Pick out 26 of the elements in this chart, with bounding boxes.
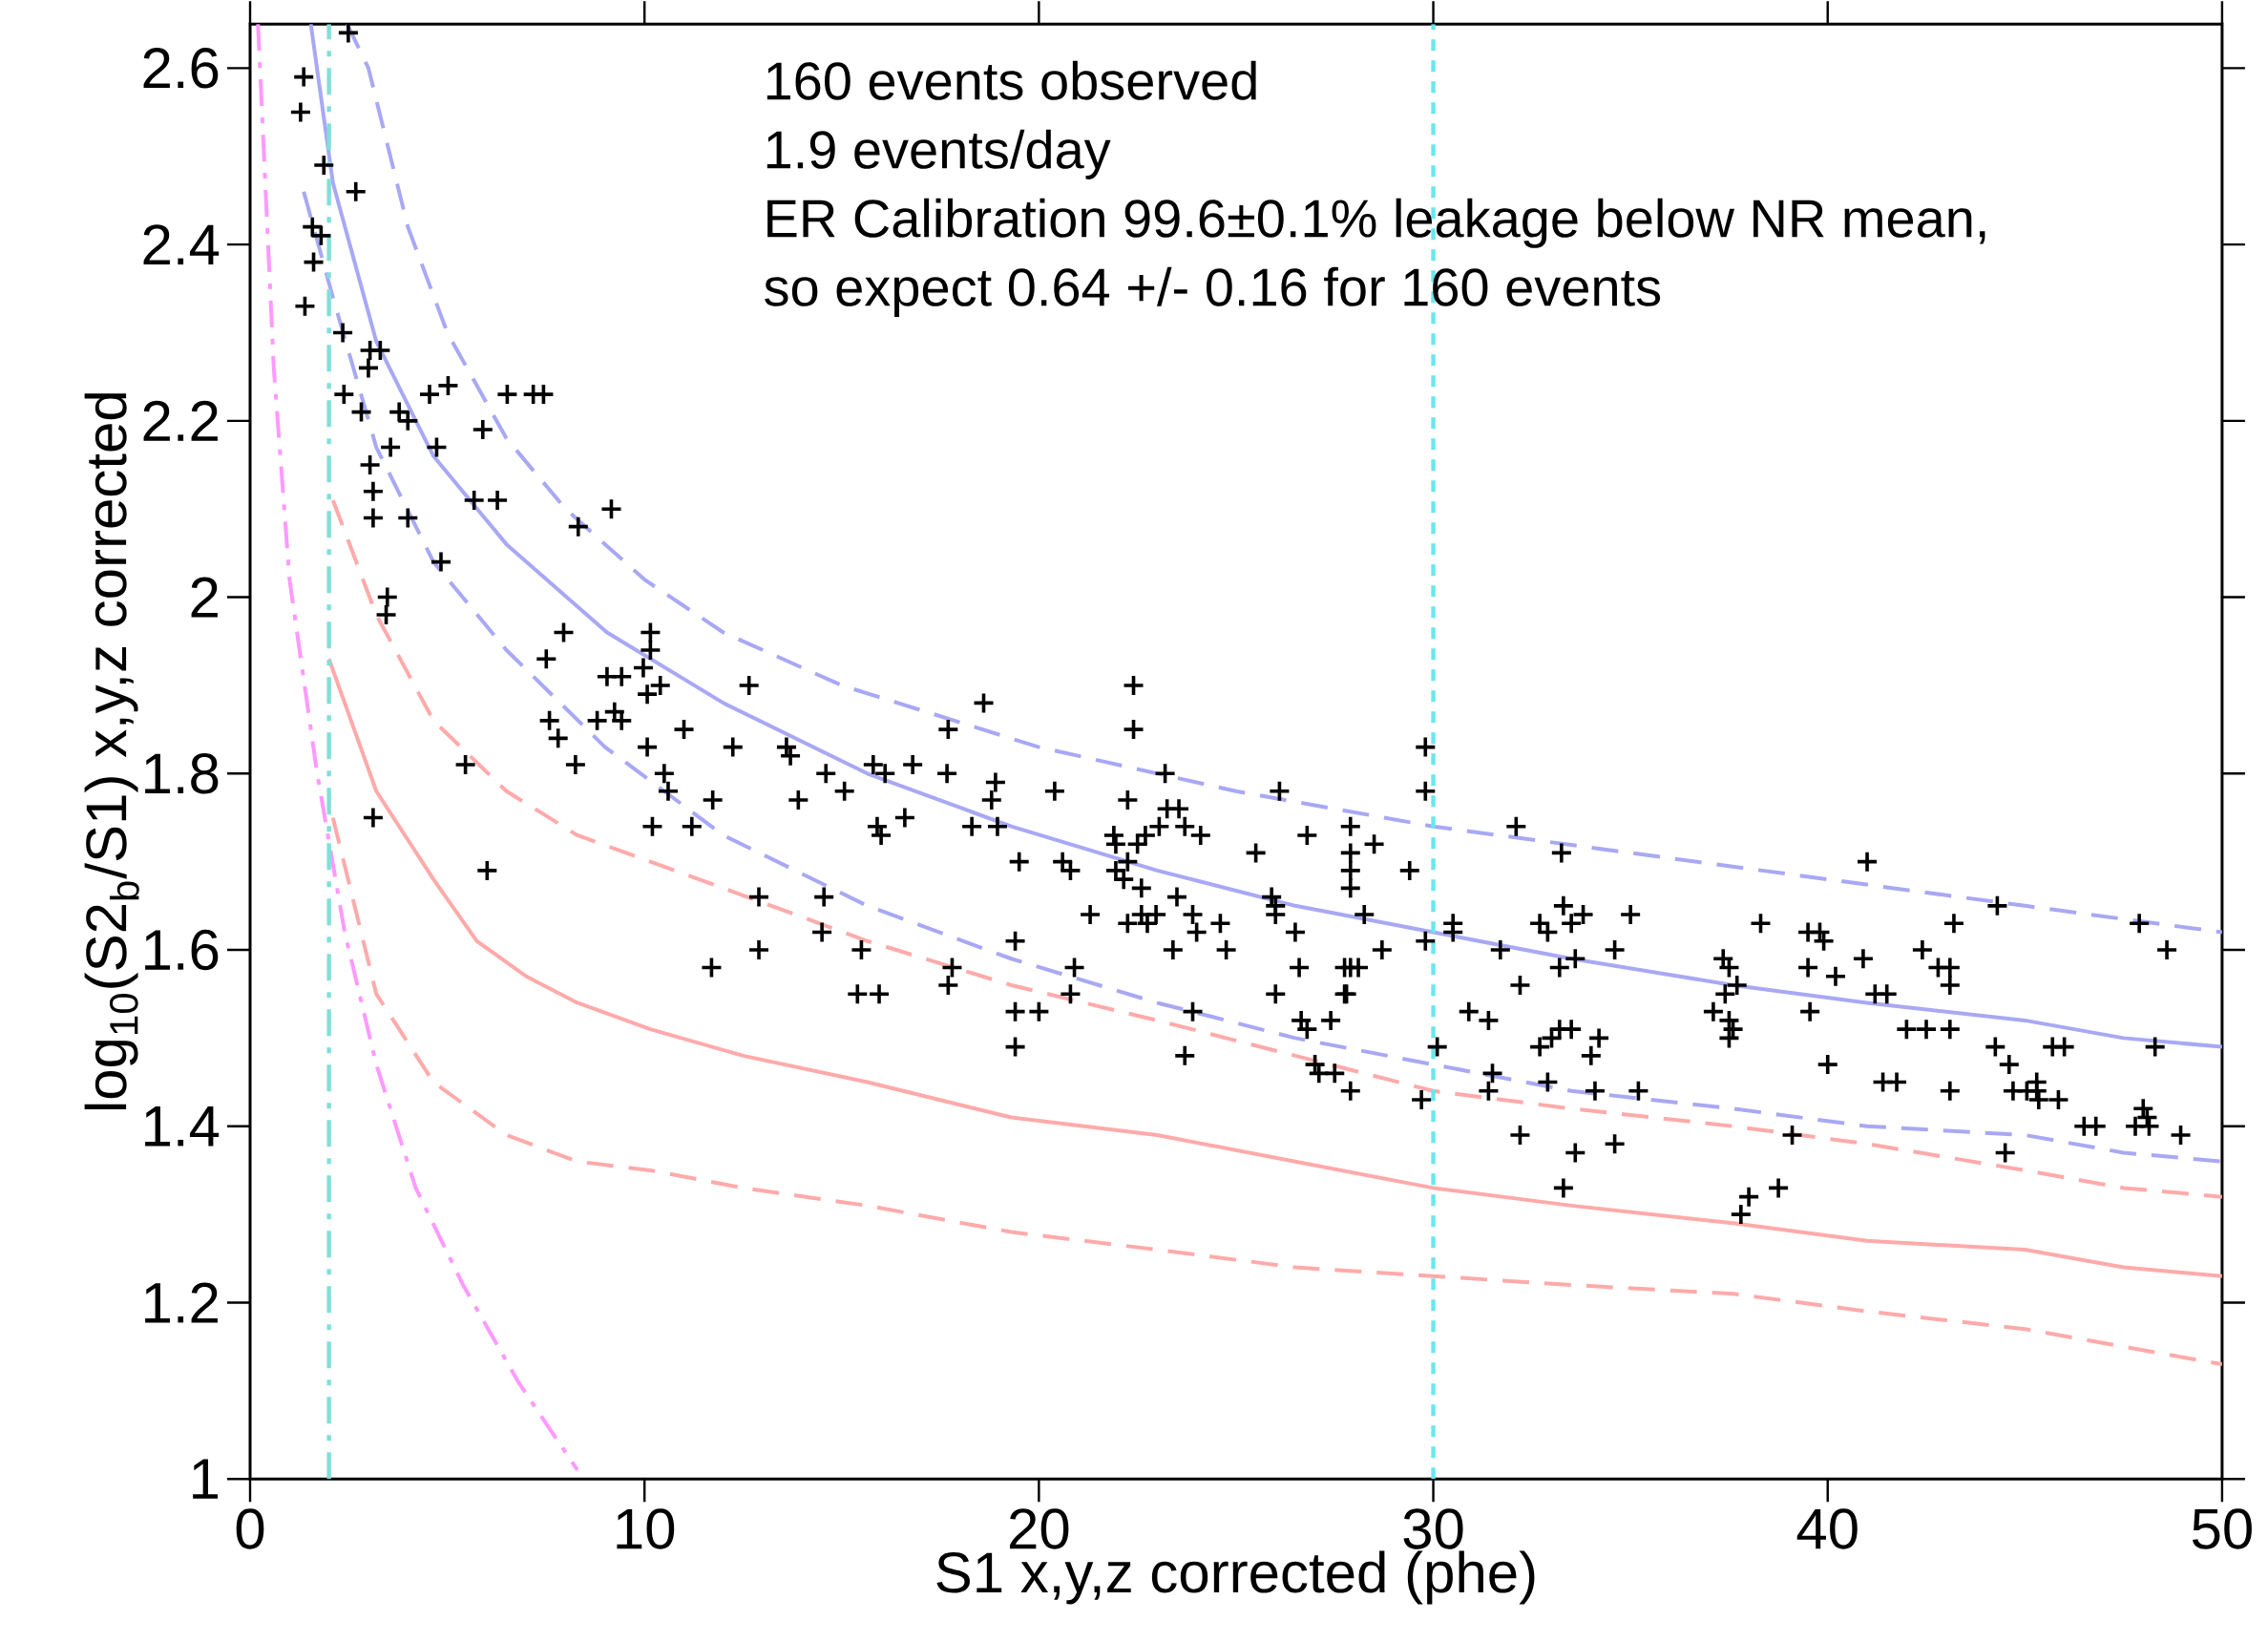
line-series (330, 815, 2222, 1367)
x-tick-label: 10 (617, 1508, 675, 1549)
x-tick-label: 0 (236, 1508, 264, 1549)
line-series (256, 24, 579, 1472)
x-axis-title: S1 x,y,z corrected (phe) (936, 1550, 1535, 1605)
annotation: 1.9 events/day (766, 129, 1111, 179)
y-tick-label: 1.4 (145, 1106, 220, 1147)
x-tick-label: 50 (2192, 1508, 2252, 1549)
y-tick-label: 2 (191, 577, 218, 618)
y-tick-label: 1.2 (145, 1282, 218, 1323)
y-tick-label: 1 (193, 1459, 219, 1499)
annotation: ER Calibration 99.6±0.1% leakage below NR mean, (767, 198, 1985, 248)
x-tick-label: 20 (1010, 1508, 1069, 1549)
x-tick-label: 30 (1403, 1508, 1463, 1549)
line-series (302, 189, 2222, 1164)
y-tick-label: 1.8 (145, 752, 219, 794)
annotation: so expect 0.64 +/- 0.16 for 160 events (765, 266, 1661, 317)
y-axis-title: log$_{10}$(S2$_{b}$/S1) x,y,z corrected (84, 393, 139, 1109)
line-series (326, 657, 2222, 1278)
y-tick-label: 1.6 (145, 929, 219, 971)
line-series (330, 497, 2222, 1199)
x-tick-label: 40 (1796, 1508, 1858, 1549)
y-tick-label: 2.6 (143, 48, 219, 89)
y-tick-label: 2.4 (143, 224, 220, 264)
y-tick-label: 2.2 (143, 400, 218, 441)
annotation: 160 events observed (766, 60, 1256, 100)
